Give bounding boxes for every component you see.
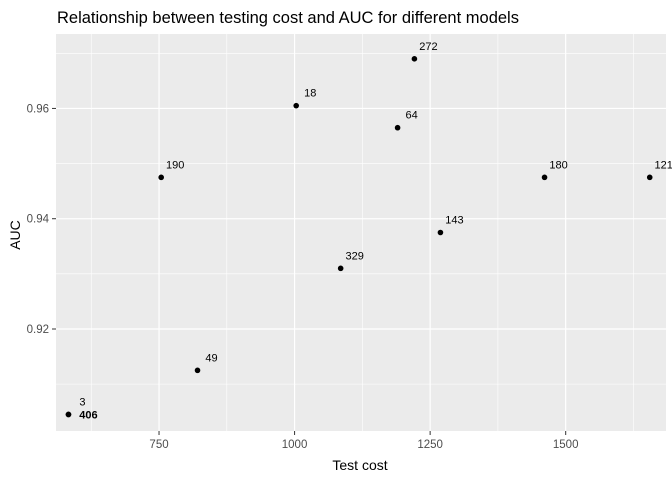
x-axis-title: Test cost	[332, 457, 387, 473]
data-point-180	[541, 174, 548, 181]
chart-title: Relationship between testing cost and AU…	[57, 9, 519, 27]
x-axis-ticks: 750 1000 1250 1500	[149, 431, 578, 451]
x-tick-label: 1000	[282, 439, 308, 451]
data-point-121	[646, 174, 653, 181]
point-label-329: 329	[345, 250, 363, 262]
minor-gridlines	[56, 34, 666, 431]
data-point-64	[394, 124, 401, 131]
x-tick-label: 750	[149, 439, 168, 451]
point-label-64: 64	[405, 110, 417, 122]
point-label-143: 143	[445, 215, 463, 227]
data-points	[65, 56, 653, 418]
y-axis-ticks: 0.92 0.94 0.96	[27, 103, 56, 336]
data-point-49	[194, 367, 201, 374]
y-tick-label: 0.92	[27, 324, 49, 336]
plot-panel	[56, 34, 666, 431]
data-point-18	[293, 102, 300, 109]
data-point-329	[337, 265, 344, 272]
data-point-406	[65, 411, 72, 418]
point-label-190: 190	[166, 159, 184, 171]
data-point-272	[411, 56, 418, 62]
data-point-143	[437, 229, 444, 236]
data-point-190	[158, 174, 164, 181]
y-tick-label: 0.96	[27, 103, 49, 115]
y-tick-label: 0.94	[27, 214, 50, 226]
point-label-180: 180	[549, 159, 567, 171]
point-label-272: 272	[419, 41, 437, 53]
point-label-406: 406	[79, 409, 97, 421]
x-tick-label: 1500	[553, 439, 579, 451]
major-gridlines	[56, 34, 666, 431]
point-label-121: 121	[655, 159, 672, 171]
point-label-3: 3	[79, 396, 85, 408]
x-tick-label: 1250	[417, 439, 443, 451]
point-label-49: 49	[205, 352, 217, 364]
y-axis-title: AUC	[7, 220, 23, 250]
point-label-18: 18	[304, 88, 316, 100]
